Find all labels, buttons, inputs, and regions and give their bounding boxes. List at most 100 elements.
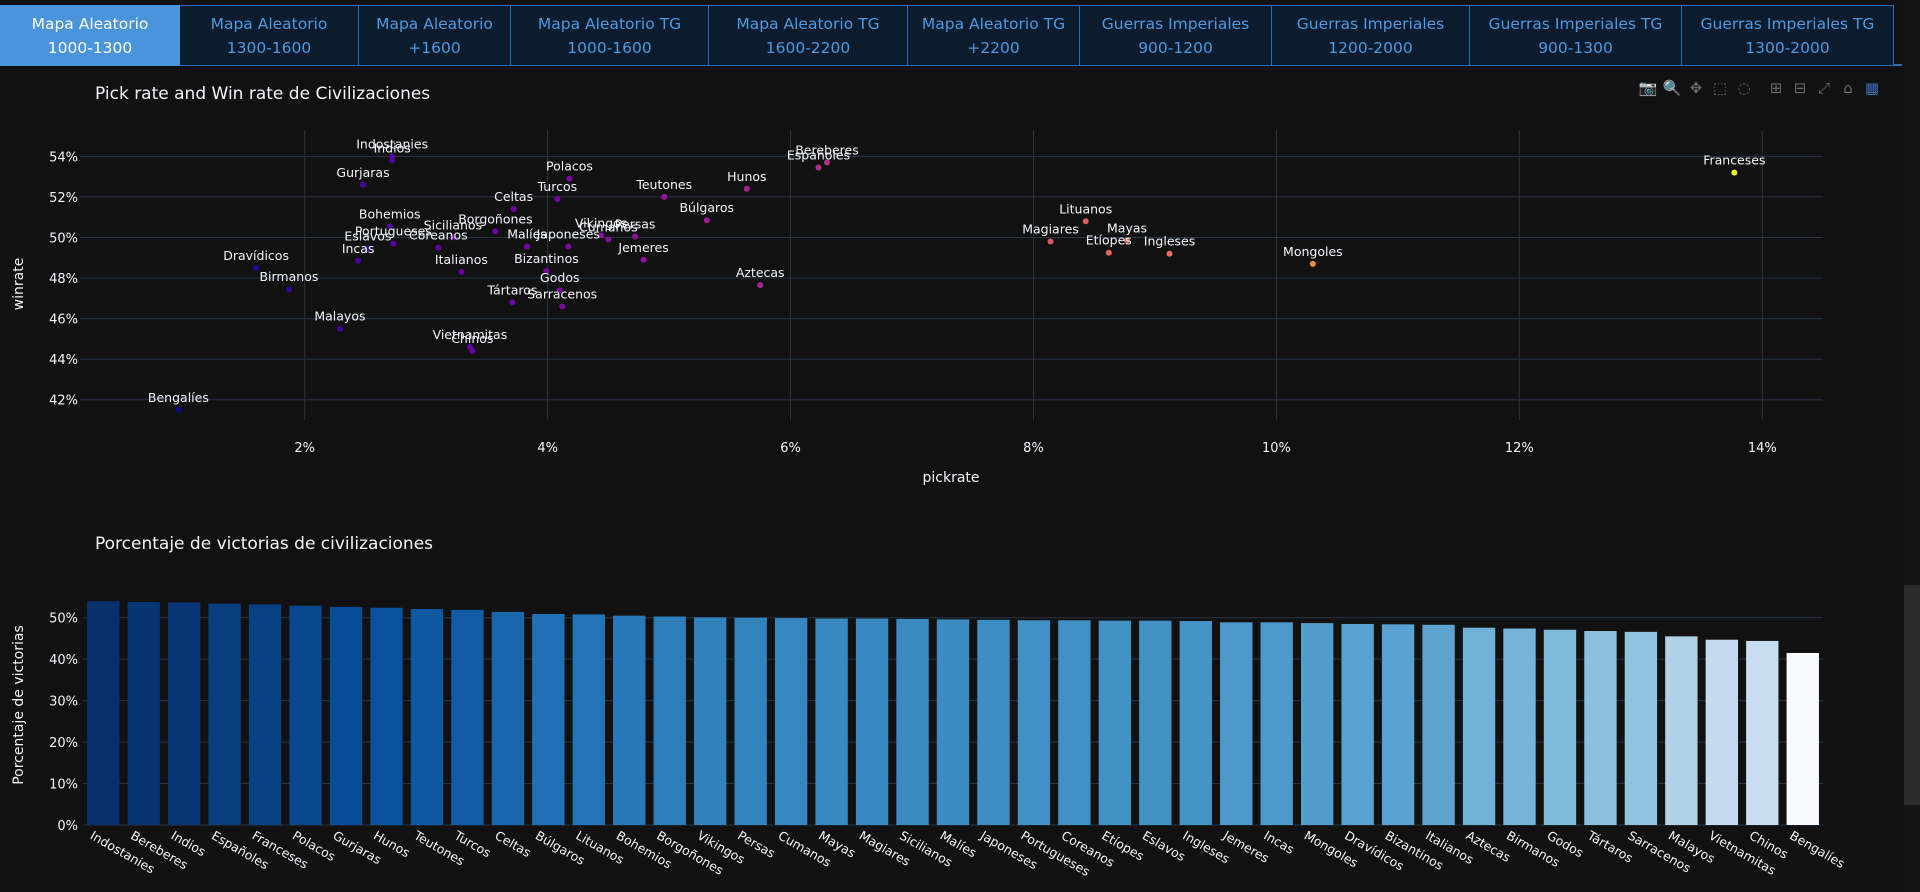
scatter-y-tick-label: 50% (49, 231, 78, 246)
scatter-point (605, 236, 612, 243)
bar-plot: 0%10%20%30%40%50%IndostaniesBereberesInd… (49, 601, 1848, 879)
scatter-point-label: Mongoles (1283, 244, 1343, 259)
tab-3[interactable]: Mapa Aleatorio TG 1000-1600 (511, 5, 709, 66)
scatter-point (1082, 218, 1089, 225)
scatter-point-label: Sarracenos (527, 286, 597, 301)
plot-modebar: 📷 🔍 ✥ ⬚ ◌ ⊞ ⊟ ⤢ ⌂ ▦ (1636, 78, 1884, 98)
tab-1[interactable]: Mapa Aleatorio 1300-1600 (180, 5, 359, 66)
bar (127, 601, 160, 825)
bar (1503, 628, 1536, 825)
scatter-point-label: Japoneses (536, 227, 600, 242)
bar (1786, 652, 1819, 825)
scatter-point-label: Hunos (727, 169, 766, 184)
bar (977, 619, 1010, 825)
scatter-point (1105, 249, 1112, 256)
zoom-icon[interactable]: 🔍 (1662, 79, 1682, 97)
camera-icon[interactable]: 📷 (1638, 79, 1658, 97)
scatter-point (556, 287, 563, 294)
bar (896, 618, 929, 825)
scatter-point (632, 233, 639, 240)
zoom-out-icon[interactable]: ⊟ (1793, 79, 1807, 97)
scatter-point (510, 206, 517, 213)
scatter-y-tick-label: 44% (49, 353, 78, 368)
scatter-x-tick-label: 6% (780, 441, 801, 456)
scatter-point (1309, 260, 1316, 267)
pan-icon[interactable]: ✥ (1689, 79, 1703, 97)
bar (734, 617, 767, 825)
scatter-y-tick-label: 46% (49, 313, 78, 328)
bar (855, 618, 889, 825)
home-icon[interactable]: ⌂ (1843, 79, 1853, 97)
tab-6[interactable]: Guerras Imperiales 900-1200 (1080, 5, 1272, 66)
tab-label-line1: Guerras Imperiales (1296, 14, 1445, 33)
autoscale-icon[interactable]: ⤢ (1817, 79, 1830, 97)
bar (289, 605, 322, 825)
tab-label-line2: 1000-1600 (567, 38, 652, 57)
scatter-point-label: Incas (342, 241, 375, 256)
tab-9[interactable]: Guerras Imperiales TG 1300-2000 (1682, 5, 1894, 66)
bar (572, 614, 605, 825)
scatter-point-label: Gurjaras (336, 165, 389, 180)
scatter-point-label: Etíopes (1086, 233, 1132, 248)
scatter-point-label: Coreanos (409, 228, 468, 243)
box-select-icon[interactable]: ⬚ (1712, 79, 1728, 97)
zoom-in-icon[interactable]: ⊞ (1769, 79, 1783, 97)
tab-4[interactable]: Mapa Aleatorio TG 1600-2200 (709, 5, 908, 66)
bar (653, 616, 686, 825)
scatter-point-label: Malayos (314, 309, 365, 324)
scatter-point (661, 193, 668, 200)
tab-label-line2: 1200-2000 (1328, 38, 1413, 57)
tab-label-line1: Guerras Imperiales TG (1488, 14, 1663, 33)
scatter-y-tick-label: 48% (49, 272, 78, 287)
scatter-point (360, 181, 367, 188)
bar (1220, 622, 1253, 825)
scatter-point (285, 286, 292, 293)
scatter-point-label: Portugueses (355, 224, 432, 239)
lasso-icon[interactable]: ◌ (1737, 79, 1751, 97)
tab-label-line2: 1300-1600 (226, 38, 312, 57)
scatter-point (435, 244, 442, 251)
tab-label-line1: Guerras Imperiales (1101, 14, 1250, 33)
scatter-point (523, 243, 530, 250)
bar (1705, 639, 1739, 825)
scatter-x-tick-label: 2% (294, 441, 315, 456)
plotly-logo-icon[interactable]: ▦ (1864, 79, 1880, 97)
bar (936, 619, 970, 825)
scatter-point-label: Tártaros (486, 282, 537, 297)
scatter-point (386, 223, 393, 230)
tab-0[interactable]: Mapa Aleatorio 1000-1300 (0, 5, 180, 66)
bar (1462, 627, 1496, 825)
tab-8[interactable]: Guerras Imperiales TG 900-1300 (1470, 5, 1682, 66)
scatter-point (336, 325, 343, 332)
tab-label-line1: Mapa Aleatorio (210, 14, 328, 33)
tab-2[interactable]: Mapa Aleatorio +1600 (359, 5, 511, 66)
bar (248, 604, 282, 825)
scatter-point-label: Italianos (435, 252, 488, 267)
scatter-point (390, 240, 397, 247)
tab-label-line1: Mapa Aleatorio TG (537, 14, 682, 33)
scatter-point (566, 175, 573, 182)
bar (1665, 636, 1698, 825)
bar (1260, 622, 1293, 825)
tab-label-line2: 900-1300 (1538, 38, 1613, 57)
tab-label-line2: +1600 (408, 38, 461, 57)
tab-7[interactable]: Guerras Imperiales 1200-2000 (1272, 5, 1470, 66)
scatter-point-label: Bohemios (359, 206, 421, 221)
scatter-point (640, 256, 647, 263)
bar-y-tick-label: 30% (49, 695, 78, 710)
tab-5[interactable]: Mapa Aleatorio TG +2200 (908, 5, 1080, 66)
bar (1017, 620, 1051, 825)
scatter-point-label: Dravídicos (223, 248, 289, 263)
bar (1746, 640, 1779, 825)
tab-label-line2: +2200 (967, 38, 1020, 57)
bar (208, 603, 241, 825)
scatter-point-label: Teutones (635, 177, 692, 192)
scrollbar-thumb[interactable] (1904, 585, 1920, 805)
tab-bar: Mapa Aleatorio 1000-1300 Mapa Aleatorio 130… (0, 5, 1902, 66)
bar (1422, 624, 1455, 825)
bar-y-axis-title: Porcentaje de victorias (11, 625, 27, 785)
scatter-point-label: Franceses (1703, 153, 1765, 168)
scatter-point (253, 264, 260, 271)
scatter-x-tick-label: 4% (537, 441, 558, 456)
